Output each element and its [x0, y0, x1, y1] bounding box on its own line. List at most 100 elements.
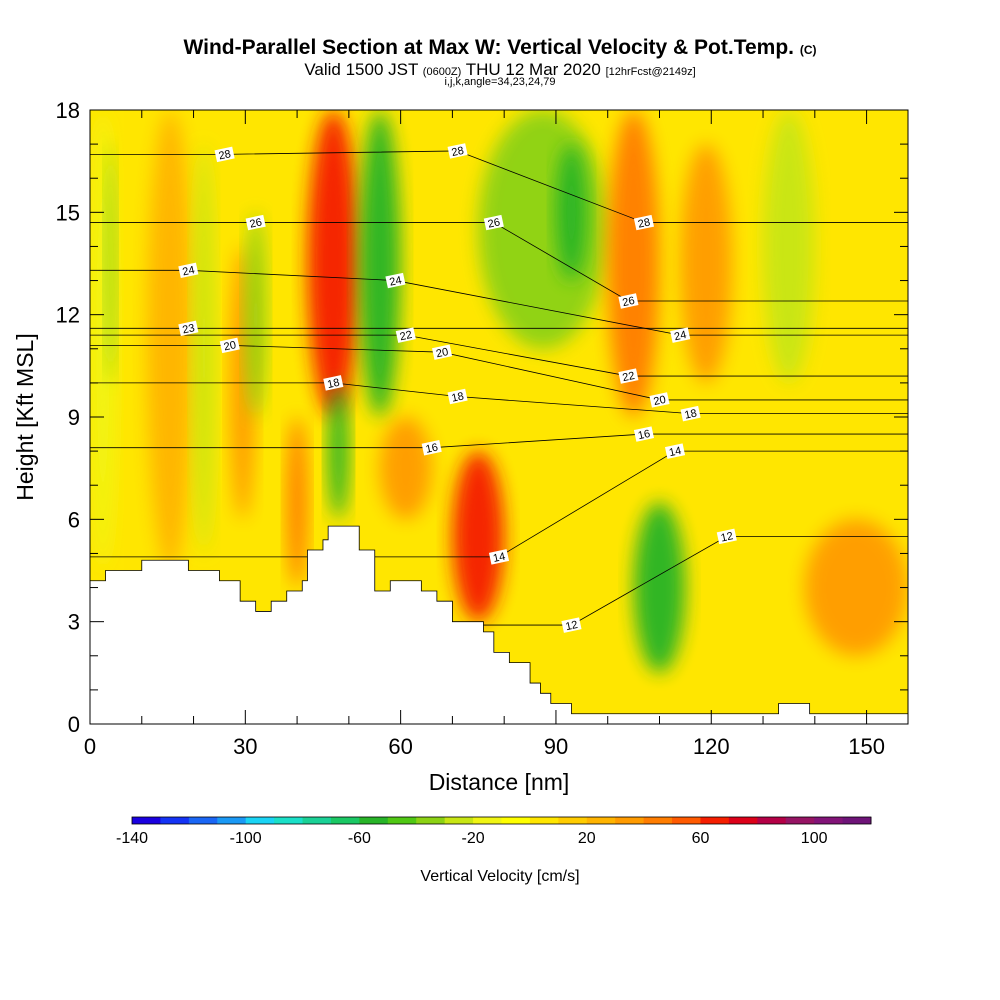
y-tick-label: 9 — [68, 405, 80, 430]
isentrope-line — [90, 334, 908, 377]
chart-title: Wind-Parallel Section at Max W: Vertical… — [0, 36, 1000, 60]
colorbar-swatch — [188, 817, 218, 824]
colorbar-swatch — [330, 817, 360, 824]
colorbar-tick-label: -20 — [462, 830, 485, 847]
contour-label-text: 24 — [388, 274, 402, 288]
contour-label-bg — [618, 368, 639, 384]
colorbar-swatch — [302, 817, 332, 824]
contour-labels: 28 28 28 26 26 26 24 24 24 23 22 22 20 20 20 18 18 18 16 16… — [178, 143, 737, 633]
velocity-cell — [680, 144, 732, 383]
velocity-cell — [286, 417, 308, 588]
contour-label-bg — [178, 262, 199, 279]
chart-subtitle: Valid 1500 JST (0600Z) THU 12 Mar 2020 [… — [0, 60, 1000, 80]
isentrope-line — [90, 433, 908, 449]
colorbar-swatch — [672, 817, 701, 824]
colorbar-swatch — [132, 817, 161, 824]
x-tick-label: 150 — [848, 734, 885, 759]
x-tick-label: 90 — [544, 734, 568, 759]
title-text: Wind-Parallel Section at Max W: Vertical… — [183, 36, 794, 59]
colorbar-swatch — [700, 817, 730, 824]
y-axis-title: Height [Kft MSL] — [12, 333, 38, 500]
contour-label: 23 — [178, 320, 199, 337]
contour-label-text: 22 — [621, 370, 635, 384]
x-tick-label: 120 — [693, 734, 730, 759]
velocity-cell — [328, 382, 349, 520]
y-tick-label: 3 — [68, 610, 80, 635]
subtitle-forecast: [12hrFcst@2149z] — [605, 66, 696, 78]
velocity-cell — [763, 110, 815, 383]
y-tick-label: 18 — [56, 98, 80, 123]
contour-label-text: 28 — [637, 216, 651, 230]
terrain — [90, 525, 908, 724]
contour-label-text: 26 — [621, 295, 635, 309]
colorbar-frame — [131, 816, 872, 825]
contour-label-text: 16 — [425, 442, 439, 456]
contour-label-bg — [618, 293, 639, 309]
colorbar-swatch — [444, 817, 474, 824]
colorbar-tick-label: 100 — [801, 830, 828, 847]
indices-text: i,j,k,angle=34,23,24,79 — [444, 76, 556, 88]
colorbar-swatch — [728, 817, 758, 824]
subtitle-valid: Valid 1500 JST — [304, 60, 419, 79]
contour-label: 18 — [447, 388, 468, 405]
contour-label-bg — [214, 146, 235, 163]
colorbar-swatch — [842, 817, 872, 824]
axes: 0 30 60 90 120 150 0 3 6 9 12 15 18 — [56, 98, 908, 759]
colorbar-tick-label: 60 — [692, 830, 710, 847]
colorbar-tick-label: -100 — [230, 830, 262, 847]
colorbar-swatch — [814, 817, 844, 824]
velocity-cell — [146, 110, 194, 571]
contour-label: 24 — [178, 262, 199, 279]
x-axis-title: Distance [nm] — [429, 769, 570, 795]
contour-label-bg — [488, 549, 510, 565]
y-tick-label: 0 — [68, 712, 80, 737]
colorbar-swatch — [529, 817, 559, 824]
contour-label-bg — [664, 443, 686, 459]
velocity-cell — [452, 451, 505, 622]
colorbar-swatch — [643, 817, 673, 824]
contour-label-text: 28 — [451, 145, 465, 159]
contour-label: 28 — [447, 143, 468, 159]
contour-label-text: 28 — [218, 148, 232, 162]
contour-label-text: 18 — [684, 407, 698, 421]
velocity-cell — [245, 212, 267, 417]
colorbar-swatch — [757, 817, 787, 824]
velocity-cell — [804, 519, 908, 656]
subtitle-date: THU 12 Mar 2020 — [465, 60, 601, 79]
contour-label-bg — [323, 375, 344, 391]
contour-label-text: 20 — [652, 394, 666, 408]
contour-label-text: 20 — [223, 339, 237, 353]
subtitle-zulu: (0600Z) — [422, 66, 462, 78]
velocity-cell — [359, 110, 401, 417]
contour-label-bg — [431, 344, 453, 360]
contour-label: 28 — [214, 146, 235, 163]
chart-indices: i,j,k,angle=34,23,24,79 — [0, 76, 1000, 88]
velocity-cell — [555, 144, 588, 281]
velocity-cell — [307, 110, 360, 417]
contour-label-bg — [421, 439, 442, 456]
contour-label-bg — [561, 617, 582, 633]
contour-label-text: 12 — [564, 619, 578, 633]
colorbar-swatch — [586, 817, 616, 824]
velocity-cell — [193, 144, 215, 554]
velocity-field — [90, 110, 908, 673]
contour-label: 20 — [431, 344, 453, 360]
contour-label: 26 — [483, 214, 504, 231]
contour-label: 20 — [649, 392, 670, 408]
x-tick-label: 60 — [388, 734, 412, 759]
contour-label: 14 — [664, 443, 686, 459]
colorbar-swatch — [785, 817, 815, 824]
colorbar-tick-label: -140 — [116, 830, 148, 847]
y-tick-label: 15 — [56, 200, 80, 225]
contour-label-text: 22 — [399, 329, 413, 343]
contour-label-text: 18 — [451, 390, 465, 404]
contour-label: 26 — [245, 214, 266, 231]
velocity-cell — [607, 110, 660, 417]
contour-label: 18 — [680, 405, 701, 422]
contour-label-bg — [178, 320, 199, 337]
contour-label: 16 — [633, 426, 655, 442]
contour-label: 16 — [421, 439, 442, 456]
colorbar-swatch — [217, 817, 247, 824]
y-tick-label: 6 — [68, 507, 80, 532]
colorbar-swatch — [245, 817, 275, 824]
